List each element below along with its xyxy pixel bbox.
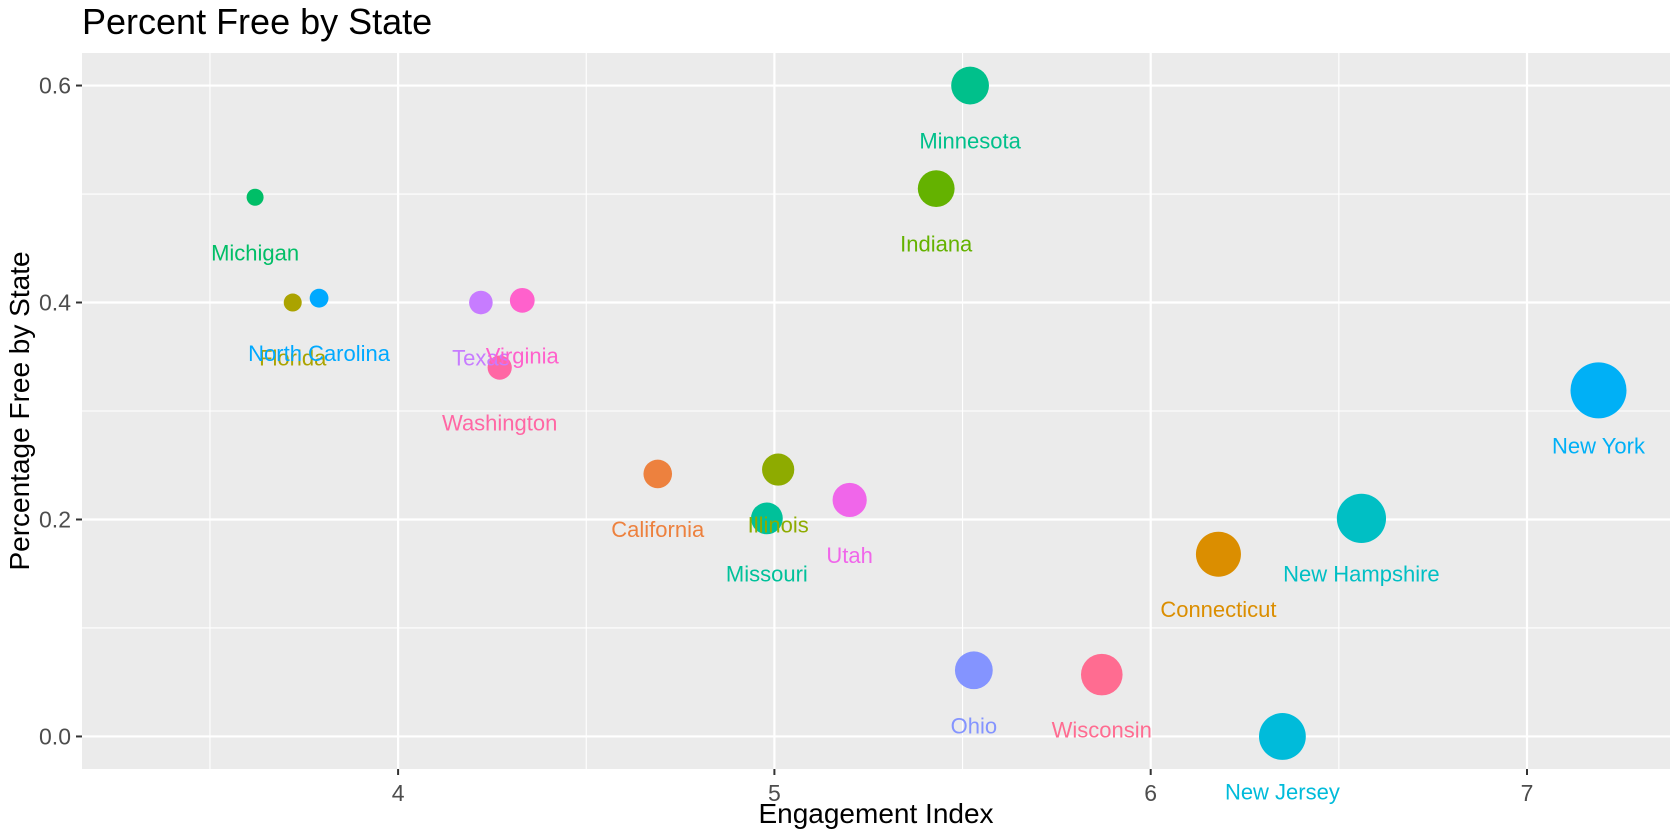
point-label: Utah <box>826 543 872 568</box>
point-label: Washington <box>442 411 557 436</box>
data-point <box>283 293 302 312</box>
y-tick-label: 0.6 <box>39 73 71 99</box>
data-point <box>509 287 535 313</box>
y-axis-ticks: 0.0 0.2 0.4 0.6 <box>39 73 82 749</box>
point-label: Virginia <box>486 343 560 368</box>
data-point <box>1195 531 1241 577</box>
point-label: Minnesota <box>919 129 1021 154</box>
data-points <box>246 66 1627 760</box>
point-label: New York <box>1552 433 1646 458</box>
data-point <box>309 288 329 308</box>
y-tick-label: 0.0 <box>39 723 71 749</box>
point-label: Texas <box>452 346 509 371</box>
point-label: Ohio <box>951 713 997 738</box>
x-tick-label: 4 <box>392 780 405 806</box>
point-label: Indiana <box>900 232 973 257</box>
chart-title: Percent Free by State <box>82 1 432 42</box>
data-point <box>1259 713 1306 760</box>
x-axis-ticks: 4 5 6 7 <box>392 769 1534 806</box>
point-label: New Hampshire <box>1283 561 1440 586</box>
y-axis-title: Percentage Free by State <box>4 251 35 570</box>
data-point <box>1336 493 1387 543</box>
data-point <box>643 459 673 489</box>
point-label: Florida <box>259 346 327 371</box>
data-point <box>246 188 264 206</box>
data-point <box>469 290 493 315</box>
gridlines <box>82 53 1670 769</box>
y-tick-label: 0.4 <box>39 290 71 316</box>
x-tick-label: 5 <box>768 780 781 806</box>
data-point <box>954 651 993 690</box>
point-label: New Jersey <box>1225 779 1340 804</box>
y-tick-label: 0.2 <box>39 506 71 532</box>
data-point <box>487 355 512 380</box>
point-label: North Carolina <box>248 341 391 366</box>
point-label: Connecticut <box>1160 597 1276 622</box>
data-point <box>832 482 867 518</box>
x-tick-label: 7 <box>1521 780 1534 806</box>
data-point <box>1570 362 1627 419</box>
data-point <box>917 170 955 208</box>
data-point <box>1080 653 1123 696</box>
data-point <box>951 66 989 105</box>
point-label: Illinois <box>748 513 809 538</box>
data-point <box>750 502 783 535</box>
point-label: California <box>611 517 705 542</box>
point-label: Missouri <box>726 561 808 586</box>
data-point <box>762 453 795 486</box>
x-tick-label: 6 <box>1144 780 1157 806</box>
point-label: Michigan <box>211 240 299 265</box>
point-label: Wisconsin <box>1052 718 1152 743</box>
x-axis-title: Engagement Index <box>758 798 993 829</box>
